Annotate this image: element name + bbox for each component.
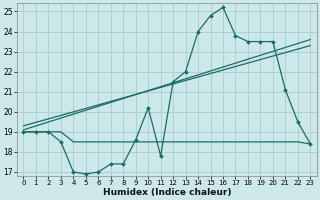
- X-axis label: Humidex (Indice chaleur): Humidex (Indice chaleur): [103, 188, 231, 197]
